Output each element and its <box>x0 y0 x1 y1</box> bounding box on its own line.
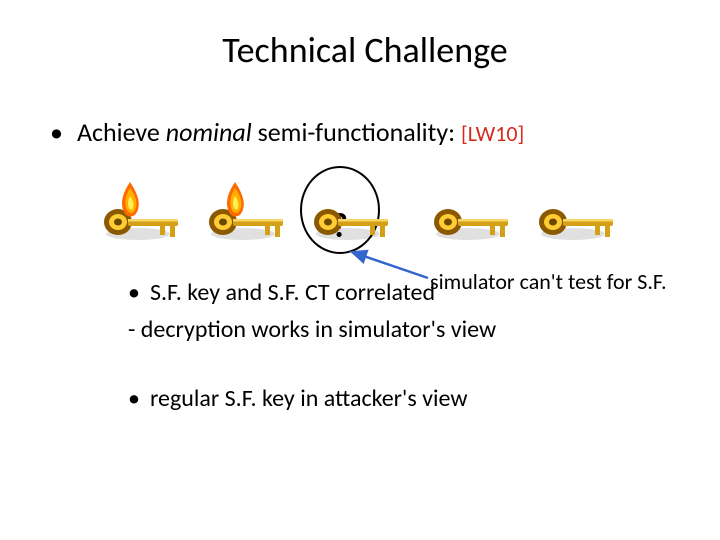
main-bullet: • Achieve nominal semi-functionality: [LW… <box>50 116 680 148</box>
key-flame-icon <box>100 176 190 249</box>
bullet-italic: nominal <box>166 116 252 148</box>
sub-b-text: - decryption works in simulator's view <box>128 315 496 344</box>
sub-c-text: regular S.F. key in attacker's view <box>150 384 468 413</box>
key-icon <box>430 176 520 249</box>
sub-bullet-b: - decryption works in simulator's view <box>128 313 680 348</box>
sub-a-text: S.F. key and S.F. CT correlated <box>150 278 435 307</box>
slide-title: Technical Challenge <box>50 28 680 72</box>
key-flame-icon <box>205 176 295 249</box>
bullet-dot: • <box>128 382 140 417</box>
bullet-dot: • <box>128 276 140 311</box>
sub-bullets: • S.F. key and S.F. CT correlated - decry… <box>128 276 680 416</box>
key-icon <box>535 176 625 249</box>
sub-bullet-c: • regular S.F. key in attacker's view <box>128 382 680 417</box>
keys-row: ? simulator can't test for S.F. <box>100 166 680 266</box>
key-icon <box>310 176 400 249</box>
bullet-prefix: Achieve <box>77 116 166 148</box>
citation: [LW10] <box>461 120 524 147</box>
simulator-label: simulator can't test for S.F. <box>430 268 667 295</box>
bullet-suffix: semi-functionality: <box>252 116 461 148</box>
bullet-dot: • <box>50 116 63 148</box>
